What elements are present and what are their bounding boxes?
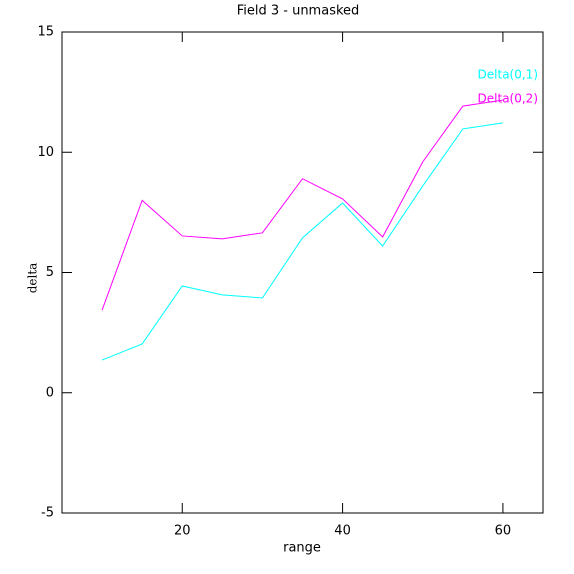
series-line — [101, 99, 503, 311]
x-tick-label: 60 — [495, 524, 512, 539]
y-tick-label: -5 — [41, 506, 54, 521]
series-line — [101, 122, 503, 361]
x-tick-label: 40 — [334, 524, 351, 539]
y-tick-label: 15 — [37, 25, 54, 40]
plot-frame — [61, 31, 544, 514]
legend-label: Delta(0,1) — [478, 68, 538, 82]
x-axis-label: range — [283, 541, 321, 556]
y-tick-label: 0 — [46, 385, 54, 400]
legend-label: Delta(0,2) — [478, 92, 538, 106]
y-tick-label: 5 — [46, 265, 54, 280]
chart-title: Field 3 - unmasked — [237, 4, 360, 19]
x-tick-label: 20 — [174, 524, 191, 539]
y-axis-label: delta — [26, 263, 40, 294]
y-tick-label: 10 — [37, 145, 54, 160]
